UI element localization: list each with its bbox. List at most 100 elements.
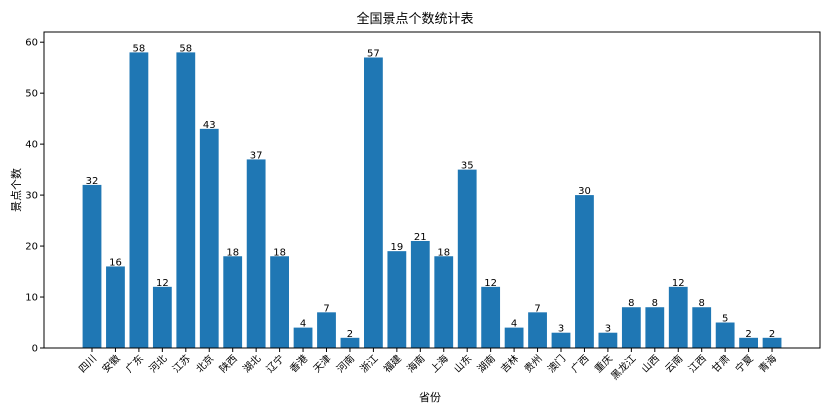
x-tick-label: 澳门 xyxy=(545,352,568,375)
data-label: 7 xyxy=(534,303,540,314)
bar xyxy=(692,307,712,348)
axes-frame xyxy=(43,31,821,349)
x-tick-label: 江西 xyxy=(686,353,709,376)
data-label: 5 xyxy=(722,314,728,325)
data-label: 3 xyxy=(558,324,564,335)
x-tick-label: 海南 xyxy=(404,352,427,375)
x-axis-label: 省份 xyxy=(419,391,441,404)
bar xyxy=(715,322,735,348)
bar xyxy=(364,57,383,348)
bar xyxy=(434,256,454,348)
bar xyxy=(668,286,688,348)
bar xyxy=(645,307,665,348)
data-label: 19 xyxy=(390,242,403,253)
x-tick-label: 陕西 xyxy=(216,352,239,375)
data-label: 18 xyxy=(437,247,450,258)
data-label: 18 xyxy=(226,247,239,258)
x-tick-label: 福建 xyxy=(381,352,404,375)
bar xyxy=(481,286,501,348)
x-tick-label: 北京 xyxy=(193,352,216,375)
data-label: 12 xyxy=(484,278,497,289)
data-label: 21 xyxy=(414,232,427,243)
data-label: 3 xyxy=(605,324,611,335)
x-tick-label: 山西 xyxy=(639,353,662,376)
x-tick-label: 广东 xyxy=(123,352,146,375)
data-label: 2 xyxy=(769,329,775,340)
y-tick-label: 0 xyxy=(32,344,38,355)
bar xyxy=(528,312,547,348)
x-tick-label: 湖南 xyxy=(474,352,497,375)
y-tick-label: 30 xyxy=(25,191,38,202)
data-label: 32 xyxy=(86,176,99,187)
data-label: 35 xyxy=(461,161,474,172)
data-label: 12 xyxy=(156,278,169,289)
y-tick-label: 10 xyxy=(25,293,38,304)
x-tick-label: 河北 xyxy=(147,353,170,376)
bar xyxy=(387,251,407,348)
bar xyxy=(621,307,641,348)
x-tick-label: 青海 xyxy=(756,352,779,375)
x-tick-label: 辽宁 xyxy=(263,352,286,375)
data-label: 18 xyxy=(273,247,286,258)
bar xyxy=(457,169,477,348)
bar xyxy=(340,337,360,348)
bar xyxy=(551,332,571,348)
data-label: 8 xyxy=(628,298,634,309)
y-tick-label: 20 xyxy=(25,242,38,253)
y-axis-label: 景点个数 xyxy=(10,168,23,212)
x-tick-label: 河南 xyxy=(334,352,357,375)
bar xyxy=(575,195,594,348)
x-tick-label: 香港 xyxy=(288,353,311,376)
bar xyxy=(762,337,782,348)
x-tick-label: 吉林 xyxy=(498,352,521,375)
data-label: 12 xyxy=(672,278,685,289)
bar xyxy=(176,52,196,349)
x-tick-label: 山东 xyxy=(451,352,474,375)
y-tick-label: 40 xyxy=(25,140,38,151)
data-label: 58 xyxy=(179,43,192,54)
bar xyxy=(504,327,524,348)
x-tick-label: 甘肃 xyxy=(709,352,732,375)
bar xyxy=(317,312,336,348)
x-tick-label: 云南 xyxy=(662,352,685,375)
data-label: 7 xyxy=(323,303,329,314)
x-tick-label: 天津 xyxy=(311,353,334,376)
data-label: 8 xyxy=(699,298,705,309)
x-tick-label: 黑龙江 xyxy=(608,352,638,382)
x-tick-label: 湖北 xyxy=(241,353,264,376)
bar xyxy=(152,286,172,348)
bar xyxy=(739,337,758,348)
bar xyxy=(270,256,289,348)
x-tick-label: 浙江 xyxy=(358,353,381,376)
data-label: 58 xyxy=(133,43,146,54)
bar xyxy=(410,240,430,348)
x-tick-label: 宁夏 xyxy=(732,352,755,375)
bar xyxy=(106,266,125,348)
x-tick-label: 上海 xyxy=(428,352,451,375)
bar xyxy=(293,327,313,348)
data-label: 2 xyxy=(347,329,353,340)
x-tick-label: 安徽 xyxy=(99,352,122,375)
data-label: 57 xyxy=(367,48,380,59)
data-label: 30 xyxy=(578,186,591,197)
chart-title: 全国景点个数统计表 xyxy=(356,11,473,27)
x-tick-label: 贵州 xyxy=(521,352,544,375)
bar xyxy=(223,256,243,348)
bar xyxy=(246,159,266,348)
x-tick-label: 江苏 xyxy=(170,352,193,375)
data-label: 37 xyxy=(250,150,263,161)
bar xyxy=(82,184,102,348)
bar xyxy=(199,128,219,348)
data-label: 4 xyxy=(511,319,517,330)
plot-area: 3216581258431837184725719211835124733038… xyxy=(25,31,821,382)
y-tick-label: 50 xyxy=(25,89,38,100)
data-label: 43 xyxy=(203,120,216,131)
data-label: 2 xyxy=(745,329,751,340)
data-label: 16 xyxy=(109,257,122,268)
y-tick-label: 60 xyxy=(25,38,38,49)
bar xyxy=(598,332,618,348)
x-tick-label: 四川 xyxy=(77,353,99,375)
x-tick-label: 广西 xyxy=(569,353,592,376)
data-label: 4 xyxy=(300,319,306,330)
